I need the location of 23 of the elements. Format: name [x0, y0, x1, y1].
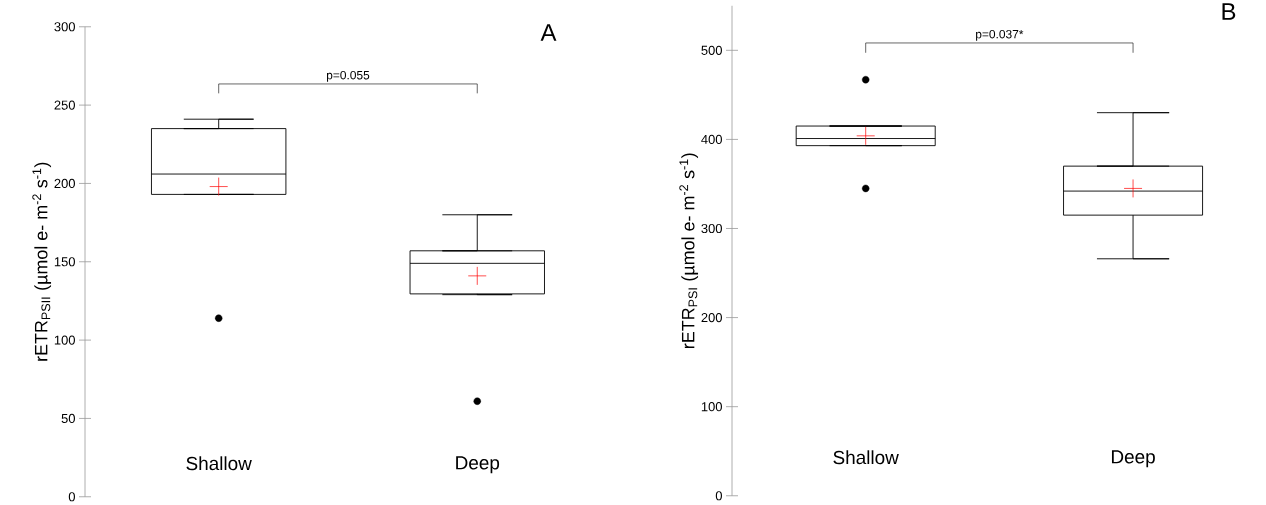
y-tick-label: 200	[54, 179, 75, 189]
y-tick-label: 250	[54, 100, 75, 110]
chart-title: B	[1222, 3, 1236, 20]
y-tick-label: 100	[54, 335, 75, 345]
y-tick-label: 50	[61, 414, 75, 424]
x-tick-label: Shallow	[186, 456, 252, 471]
x-tick-label: Shallow	[833, 450, 899, 465]
chart-title: A	[540, 24, 557, 41]
annotation: p=0.055	[326, 71, 370, 82]
y-tick-label: 300	[701, 224, 722, 234]
y-axis-title: rETR$_{PSII}$ (µmol e- m$^{-2}$ s$^{-1}$)	[32, 162, 52, 361]
y-tick-label: 200	[701, 313, 722, 323]
x-tick-label: Deep	[456, 456, 500, 474]
y-tick-label: 500	[701, 45, 722, 56]
y-tick-label: 0	[715, 491, 722, 501]
annotation: p=0.037*	[976, 30, 1024, 41]
y-tick-label: 0	[68, 492, 75, 502]
y-axis-title: rETR$_{PSI}$ (µmol e- m$^{-2}$ s$^{-1}$)	[679, 153, 699, 349]
x-tick-label: Deep	[1111, 450, 1155, 468]
y-tick-label: 150	[54, 257, 75, 267]
y-tick-label: 100	[701, 402, 722, 412]
y-tick-label: 400	[701, 134, 722, 145]
y-tick-label: 300	[54, 22, 75, 32]
